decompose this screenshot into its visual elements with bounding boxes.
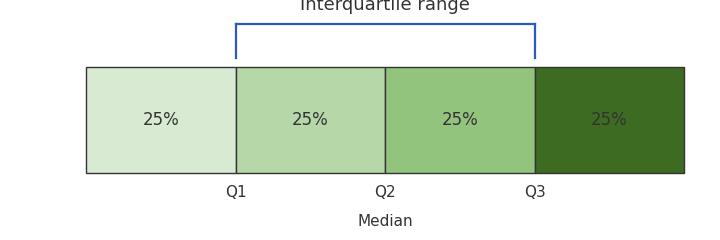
Text: Interquartile range: Interquartile range	[300, 0, 470, 14]
Text: 25%: 25%	[143, 111, 179, 129]
Text: Q2: Q2	[374, 185, 396, 200]
Text: Q1: Q1	[225, 185, 247, 200]
Text: Q3: Q3	[523, 185, 546, 200]
Bar	[236, 67, 385, 173]
Bar	[86, 67, 236, 173]
Bar	[385, 67, 534, 173]
Text: Median: Median	[357, 214, 413, 228]
Text: 25%: 25%	[591, 111, 628, 129]
Bar	[534, 67, 684, 173]
Text: 25%: 25%	[292, 111, 329, 129]
Text: 25%: 25%	[441, 111, 478, 129]
